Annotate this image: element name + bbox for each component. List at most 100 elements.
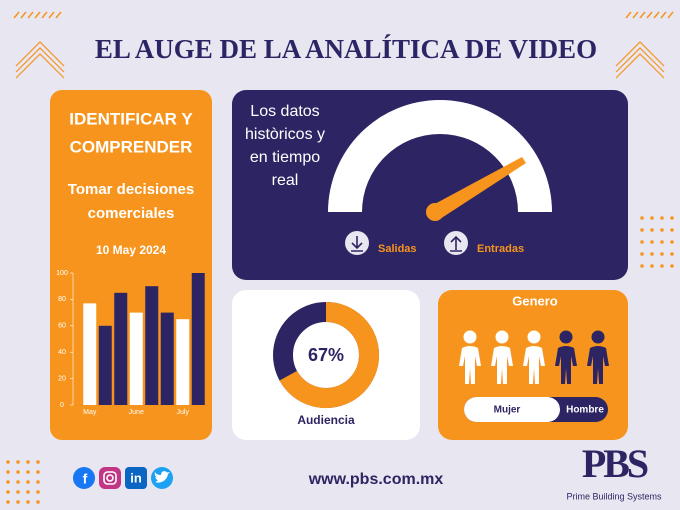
donut-arc: [279, 302, 379, 408]
dot: [6, 460, 10, 464]
gauge-text-line: en tiempo: [250, 149, 320, 166]
x-tick-label: July: [177, 409, 190, 416]
date: 10 May 2024: [96, 243, 166, 257]
person-body: [491, 346, 513, 384]
subheading: comerciales: [88, 205, 175, 222]
subheading: Tomar decisiones: [68, 181, 194, 198]
stripe: [48, 11, 55, 19]
gender-title: Genero: [512, 293, 558, 308]
url[interactable]: www.pbs.com.mx: [308, 471, 444, 488]
facebook-icon[interactable]: [73, 467, 95, 489]
linkedin-icon[interactable]: [125, 467, 147, 489]
gauge-text-line: real: [272, 172, 299, 189]
chevron: [615, 53, 665, 79]
dot: [26, 490, 30, 494]
dot: [6, 480, 10, 484]
gauge-text-line: Los datos: [250, 103, 319, 120]
chevron: [615, 41, 665, 67]
dot: [16, 480, 20, 484]
toggle-label[interactable]: Hombre: [566, 405, 604, 416]
chevron: [615, 47, 665, 73]
y-tick-label: 20: [58, 375, 66, 382]
legend-label: Entradas: [477, 243, 524, 255]
stripe: [13, 11, 20, 19]
bar: [114, 292, 128, 405]
person-head: [559, 330, 573, 344]
donut-panel: [232, 290, 420, 440]
stripe: [667, 11, 674, 19]
stripe: [20, 11, 27, 19]
dot: [640, 264, 644, 268]
dot: [660, 240, 664, 244]
instagram-glyph[interactable]: [103, 471, 117, 485]
bar: [129, 312, 143, 405]
dot: [670, 264, 674, 268]
dot: [16, 470, 20, 474]
icon-upload: [450, 235, 462, 252]
stripe: [34, 11, 41, 19]
person-body: [587, 346, 609, 384]
y-tick-label: 100: [56, 270, 68, 277]
y-tick-label: 60: [58, 323, 66, 330]
instagram-icon[interactable]: [99, 467, 121, 489]
bar: [98, 325, 112, 405]
twitter-glyph[interactable]: [154, 471, 170, 483]
dot: [6, 490, 10, 494]
dot: [36, 490, 40, 494]
dot: [670, 240, 674, 244]
y-tick-label: 80: [58, 296, 66, 303]
dot: [36, 500, 40, 504]
stripe: [41, 11, 48, 19]
bar: [83, 303, 97, 405]
instagram-glyph[interactable]: [106, 474, 114, 482]
dot: [26, 460, 30, 464]
person-head: [495, 330, 509, 344]
linkedin-glyph[interactable]: in: [130, 470, 142, 485]
bar: [160, 312, 174, 405]
decoration: [6, 11, 674, 504]
dot: [640, 228, 644, 232]
stripe: [660, 11, 667, 19]
person-head: [463, 330, 477, 344]
dot: [36, 460, 40, 464]
heading: IDENTIFICAR Y: [69, 109, 193, 128]
heading: COMPRENDER: [70, 137, 193, 156]
dot: [660, 228, 664, 232]
legend-label: Salidas: [378, 243, 417, 255]
person-body: [523, 346, 545, 384]
bar-chart: 0 20 40 60 80 100 May June July: [56, 270, 205, 416]
dot: [660, 264, 664, 268]
people: [459, 330, 609, 384]
dot: [650, 264, 654, 268]
x-tick-label: May: [83, 409, 97, 416]
stripe: [625, 11, 632, 19]
dot: [650, 216, 654, 220]
dot: [26, 480, 30, 484]
toggle-knob[interactable]: [464, 397, 560, 422]
person-head: [591, 330, 605, 344]
gauge-hub: [426, 203, 444, 221]
logo: PBS: [582, 441, 648, 486]
toggle-label[interactable]: Mujer: [494, 405, 521, 416]
chevron: [15, 41, 65, 67]
facebook-glyph[interactable]: f: [83, 471, 88, 487]
gauge-text-line: històricos y: [245, 126, 325, 143]
dot: [650, 228, 654, 232]
stripe: [632, 11, 639, 19]
person-body: [555, 346, 577, 384]
dot: [16, 490, 20, 494]
dot: [640, 240, 644, 244]
icon-download: [351, 236, 363, 252]
y-tick-label: 40: [58, 349, 66, 356]
dot: [660, 252, 664, 256]
donut-label: 67%: [308, 345, 344, 365]
dot: [26, 500, 30, 504]
stripe: [653, 11, 660, 19]
dot: [670, 216, 674, 220]
dot: [640, 252, 644, 256]
dot: [26, 470, 30, 474]
bar: [191, 273, 205, 405]
chevron: [15, 47, 65, 73]
dot: [36, 470, 40, 474]
stripe: [646, 11, 653, 19]
